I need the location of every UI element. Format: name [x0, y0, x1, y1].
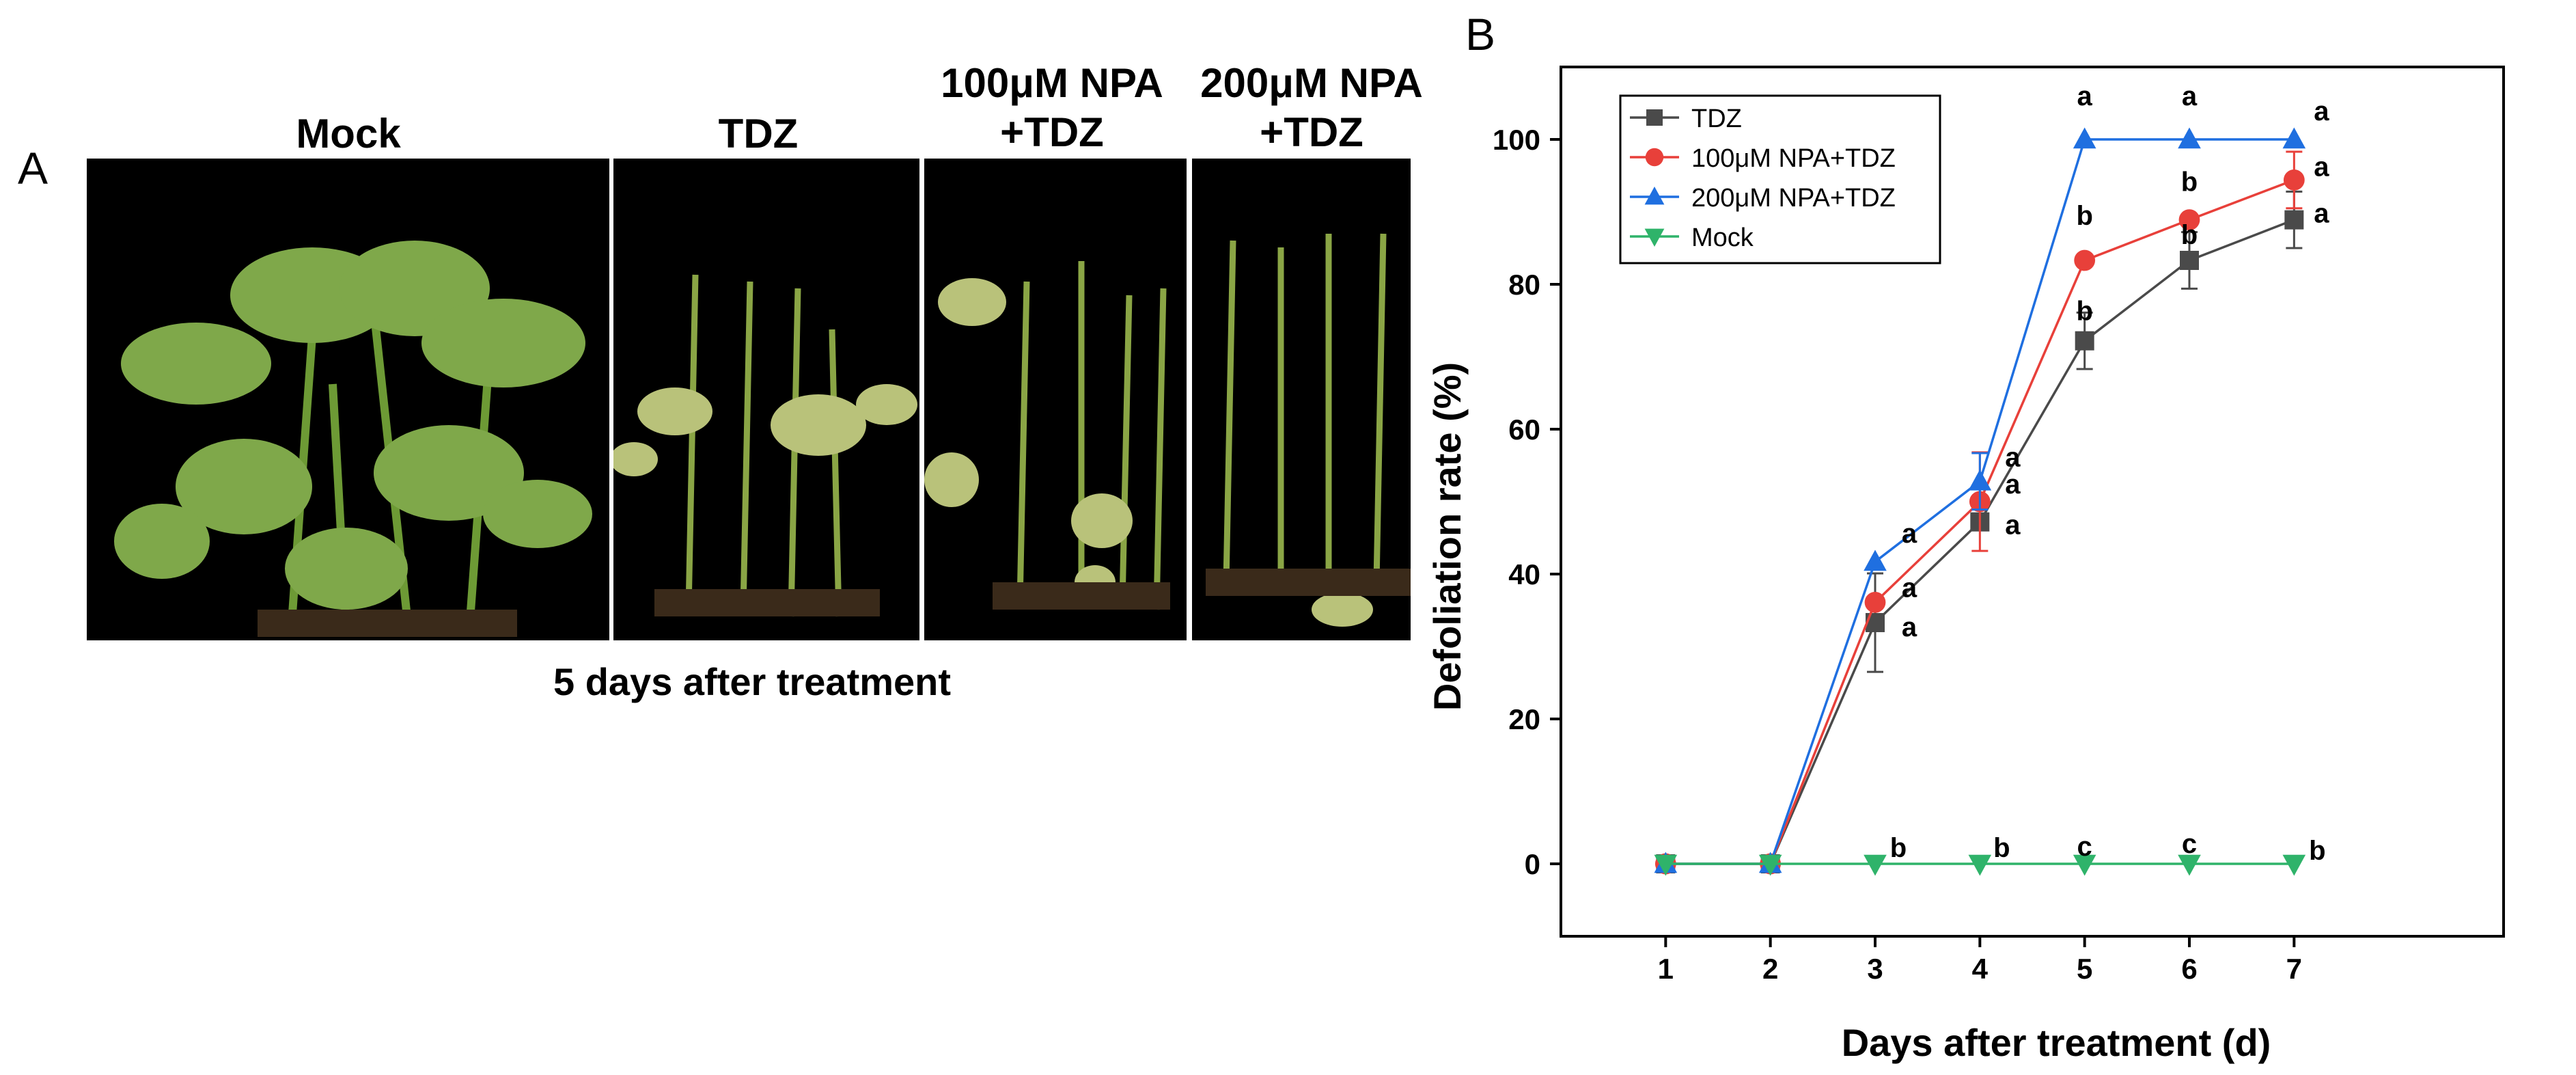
label-npa200: 200μM NPA +TDZ [1168, 59, 1455, 157]
y-tick-label: 60 [1508, 413, 1540, 446]
sig-letter-tdz: b [2076, 297, 2092, 327]
y-tick-label: 40 [1508, 558, 1540, 590]
data-point-mock [1968, 854, 1992, 876]
photo-npa100 [924, 159, 1187, 640]
plant-illustration-mock [114, 241, 592, 637]
data-point-npa200 [2282, 127, 2306, 149]
plant-illustration-tdz [613, 274, 917, 617]
x-tick-label: 2 [1762, 953, 1778, 985]
data-point-mock [1864, 854, 1887, 876]
data-point-tdz [2075, 331, 2094, 351]
photo-caption: 5 days after treatment [553, 660, 952, 703]
sig-letter-npa100: a [1902, 573, 1917, 603]
legend-box [1619, 94, 1941, 264]
legend-marker-mock [1644, 228, 1665, 247]
sig-letter-mock: c [2077, 832, 2092, 862]
label-npa100-line2: +TDZ [1000, 109, 1104, 155]
sig-letter-mock: b [1993, 833, 2010, 863]
sig-letter-tdz: a [2005, 511, 2021, 541]
sig-letter-mock: b [1890, 833, 1907, 863]
y-tick-label: 100 [1493, 124, 1540, 156]
label-tdz: TDZ [718, 111, 799, 157]
sig-letter-npa100: a [2005, 470, 2021, 500]
label-mock: Mock [296, 111, 401, 157]
sig-letter-npa100: b [2076, 201, 2092, 231]
panel-a-letter: A [18, 143, 49, 193]
y-axis-label: Defoliation rate (%) [1426, 362, 1469, 711]
x-tick-label: 5 [2077, 953, 2092, 985]
sig-letter-npa200: a [1902, 519, 1917, 549]
photo-tdz [613, 159, 919, 640]
sig-letter-tdz: a [1902, 612, 1917, 642]
x-tick-label: 1 [1658, 953, 1674, 985]
sig-letter-npa200: a [2077, 81, 2093, 111]
legend-label-npa200: 200μM NPA+TDZ [1691, 184, 1896, 213]
plant-illustration-npa100 [924, 261, 1170, 610]
legend-label-mock: Mock [1691, 223, 1754, 252]
legend-marker-tdz [1646, 109, 1663, 126]
x-tick-label: 6 [2181, 953, 2197, 985]
photo-npa200 [1192, 159, 1411, 640]
label-npa100-line1: 100μM NPA [941, 60, 1163, 106]
sig-letter-npa100: b [2181, 167, 2198, 198]
sig-letter-npa200: a [2182, 81, 2198, 111]
label-npa200-line2: +TDZ [1260, 109, 1363, 155]
data-point-npa200 [2178, 127, 2201, 149]
x-tick-label: 3 [1867, 953, 1883, 985]
y-tick-label: 20 [1508, 703, 1540, 735]
legend-label-npa100: 100μM NPA+TDZ [1691, 144, 1896, 173]
sig-letter-tdz: b [2181, 220, 2198, 250]
y-tick-label: 80 [1508, 269, 1540, 301]
data-point-mock [2178, 854, 2201, 876]
data-point-mock [2073, 854, 2096, 876]
photo-mock [87, 159, 609, 640]
sig-letter-tdz: a [2314, 199, 2329, 229]
legend-marker-npa200 [1644, 187, 1665, 205]
label-npa200-line1: 200μM NPA [1200, 60, 1423, 106]
x-axis-label: Days after treatment (d) [1842, 1021, 2271, 1064]
y-tick-label: 0 [1525, 848, 1540, 880]
data-point-tdz [2180, 251, 2199, 271]
data-point-tdz [2284, 210, 2304, 230]
plot-frame [1560, 66, 2505, 938]
x-tick-label: 4 [1972, 953, 1989, 985]
sig-letter-npa200: a [2314, 96, 2329, 126]
plant-illustration-npa200 [1206, 233, 1411, 627]
data-point-npa100 [2074, 249, 2096, 271]
sig-letter-npa200: a [2005, 442, 2021, 472]
data-point-npa200 [2073, 127, 2096, 149]
panel-b-letter: B [1465, 9, 1496, 59]
data-point-npa100 [2178, 209, 2200, 231]
data-point-mock [1758, 854, 1782, 876]
x-tick-label: 7 [2286, 953, 2302, 985]
data-point-npa200 [1968, 469, 1992, 491]
data-point-npa200 [1864, 549, 1887, 571]
label-npa100: 100μM NPA +TDZ [909, 59, 1195, 157]
legend-marker-npa100 [1645, 148, 1664, 167]
data-point-mock [2282, 854, 2306, 876]
data-point-npa100 [1864, 591, 1886, 613]
data-point-npa100 [2283, 169, 2305, 191]
legend-label-tdz: TDZ [1691, 105, 1742, 133]
sig-letter-mock: c [2182, 829, 2197, 859]
sig-letter-npa100: a [2314, 152, 2329, 182]
sig-letter-mock: b [2309, 836, 2325, 866]
data-point-mock [1654, 854, 1678, 876]
